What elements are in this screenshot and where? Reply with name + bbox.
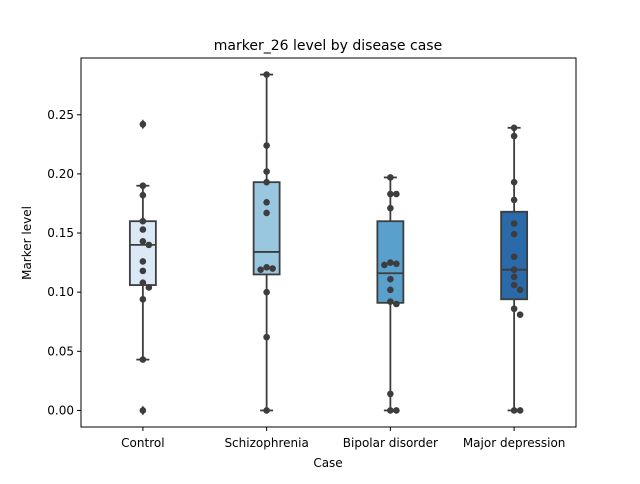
data-point [387,190,394,198]
data-point [263,288,270,296]
data-point [510,253,518,260]
x-tick-label: Control [121,436,164,450]
data-point [139,120,147,128]
data-point [139,191,147,199]
data-point [139,226,147,233]
data-point [510,178,518,186]
axes-frame [80,57,577,428]
data-point [139,217,147,225]
data-point [387,174,394,181]
data-point [516,311,524,318]
y-tick-label: 0.00 [47,403,74,417]
data-point [269,265,276,272]
x-tick-label: Major depression [463,436,566,450]
data-point [510,281,518,289]
data-point [139,258,147,265]
data-point [139,238,147,245]
y-tick-label: 0.25 [47,108,74,122]
data-point [263,142,270,149]
y-tick-label: 0.10 [47,285,74,299]
chart-title: marker_26 level by disease case [214,38,442,54]
data-point [263,168,270,175]
box-iqr [252,181,281,276]
data-point [510,266,518,274]
y-axis-label: Marker level [20,206,34,280]
data-point [263,333,270,341]
data-point [387,204,394,212]
data-point [387,286,394,294]
data-point [263,198,270,206]
data-point [381,261,388,269]
data-point [510,230,518,238]
data-point [510,196,518,204]
data-point [510,132,518,140]
data-point [510,407,518,414]
data-point [263,264,270,271]
plot-area: 0.00 0.05 0.10 0.15 0.20 0.25 Control Schizophr… [47,57,577,450]
data-point [510,124,518,132]
data-point [139,356,147,363]
data-point [387,298,394,305]
data-point [393,300,400,308]
data-point [139,279,147,287]
x-axis-label: Case [313,456,342,470]
data-point [145,241,153,249]
data-point [510,305,518,313]
data-point [387,390,394,398]
data-point [516,286,524,294]
data-point [516,407,524,414]
data-point [263,71,270,78]
data-point [393,407,400,414]
data-point [510,220,518,227]
data-point [387,275,394,283]
data-point [263,209,270,217]
y-tick-label: 0.15 [47,226,74,240]
y-tick-label: 0.20 [47,167,74,181]
data-point [257,266,264,274]
x-tick-label: Bipolar disorder [343,436,438,450]
data-point [139,407,147,414]
data-point [139,267,147,275]
data-point [393,260,400,268]
data-point [145,284,153,291]
data-point [387,259,394,266]
data-point [263,178,270,186]
data-point [510,273,518,281]
data-point [393,190,400,198]
data-point [139,182,147,190]
y-tick-label: 0.05 [47,344,74,358]
data-point [263,407,270,414]
x-tick-label: Schizophrenia [224,436,308,450]
data-point [139,295,147,303]
data-point [387,407,394,414]
